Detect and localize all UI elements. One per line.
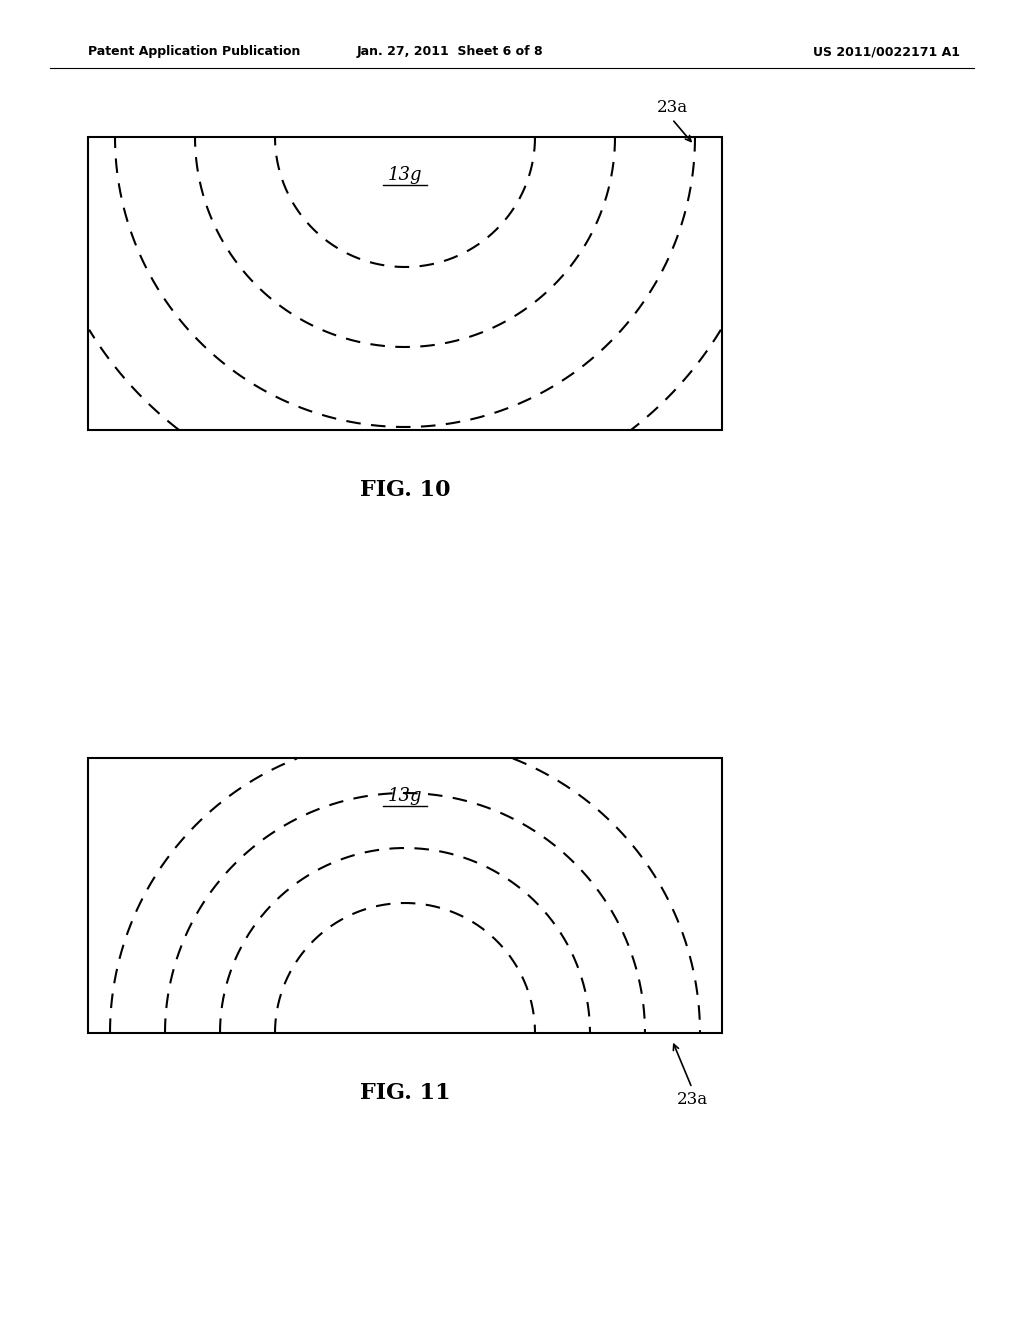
- Text: 23a: 23a: [677, 1092, 708, 1109]
- Bar: [88, 137, 722, 430]
- Text: US 2011/0022171 A1: US 2011/0022171 A1: [813, 45, 961, 58]
- Text: Patent Application Publication: Patent Application Publication: [88, 45, 300, 58]
- Text: Jan. 27, 2011  Sheet 6 of 8: Jan. 27, 2011 Sheet 6 of 8: [356, 45, 544, 58]
- Text: FIG. 10: FIG. 10: [359, 479, 451, 502]
- Text: 13g: 13g: [388, 787, 422, 805]
- Text: 23a: 23a: [656, 99, 687, 116]
- Text: 13g: 13g: [388, 166, 422, 183]
- Text: FIG. 11: FIG. 11: [359, 1082, 451, 1104]
- Bar: [88, 758, 722, 1034]
